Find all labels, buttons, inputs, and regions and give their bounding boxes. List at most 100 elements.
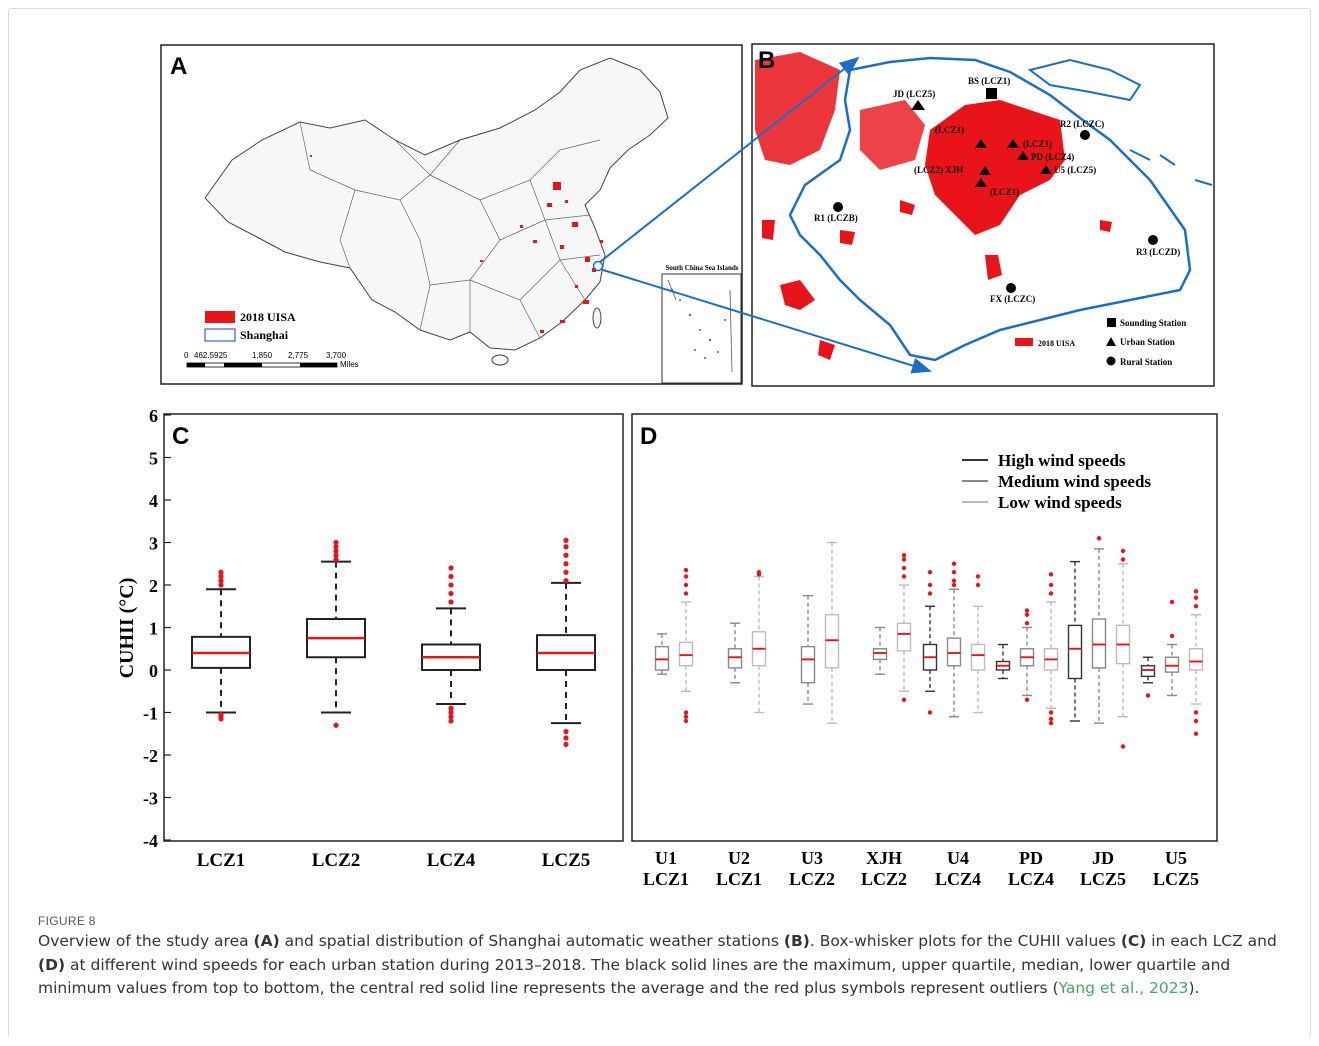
d-medium-4-outlier [951,561,957,566]
d-xtick-label: LCZ2 [861,869,907,889]
c-lcz5-outlier [563,537,569,543]
d-xtick-label: LCZ5 [1153,869,1199,889]
d-xtick-label: LCZ5 [1080,869,1126,889]
d-low-0-outlier [683,582,689,588]
zoom-arrow-bottom [602,269,932,374]
d-medium-6-box [1091,618,1107,669]
c-lcz5-outlier [563,729,569,735]
c-lcz5-outlier [563,735,569,741]
legend-sounding-swatch [1107,318,1116,327]
c-lcz4-outlier [448,573,454,580]
station-fx [1006,283,1016,293]
d-medium-6-outlier [1096,536,1102,541]
d-medium-7-outlier [1169,599,1175,605]
d-xtick-label: U2 [728,848,750,868]
svg-text:1,850: 1,850 [252,351,273,360]
citation-link[interactable]: Yang et al., 2023 [1058,979,1189,997]
panel-c-x-labels: LCZ1 LCZ2 LCZ4 LCZ5 [197,850,591,871]
caption-ref-b: (B) [783,932,810,950]
c-ytick-label: 2 [149,576,158,596]
caption-text-1: Overview of the study area [38,932,254,950]
chongming-island [1027,58,1142,102]
d-low-3-outlier [901,553,907,558]
d-medium-5-outlier [1024,608,1030,613]
c-lcz5-outlier [563,552,569,558]
d-low-0-outlier [683,718,689,724]
legend-rural-label: Rural Station [1120,357,1172,367]
station-r2 [1080,130,1090,140]
c-ytick-label: -4 [143,831,158,851]
d-low-3-outlier [901,565,907,571]
coast-fragments [1129,149,1213,186]
c-lcz4-outlier [448,705,454,711]
shanghai-coastline [788,56,1192,362]
station-pd [1017,151,1029,160]
d-low-0-outlier [683,710,689,715]
d-high-4-outlier [927,710,933,715]
scale-bar: 0 462.5925 1,850 2,775 3,700 Miles [184,351,359,369]
c-ytick-label: 3 [149,534,158,554]
c-lcz4-outlier [448,582,454,588]
legend-rural-swatch [1106,356,1116,366]
d-medium-4-outlier [951,570,957,575]
d-low-7-box [1188,648,1204,671]
c-lcz4-outlier [448,709,454,716]
panel-c-ylabel: CUHII (°C) [116,578,138,679]
d-medium-7-outlier [1169,633,1175,639]
d-low-3-box [896,622,912,652]
d-high-4-outlier [927,591,933,596]
d-low-0-box [678,641,694,667]
station-jd [911,100,925,110]
station-xjh [979,166,991,175]
caption-text-5: at different wind speeds for each urban … [38,955,1231,998]
d-medium-4-outlier [951,582,957,588]
panel-c-frame [163,413,624,842]
c-lcz4-outlier [448,565,454,571]
svg-text:2,775: 2,775 [288,351,309,360]
legend-urban-swatch [1106,337,1116,346]
d-high-4-outlier [927,570,933,575]
d-low-0-outlier [683,574,689,579]
c-ytick-label: 1 [149,619,158,639]
panel-c-y-axis: 6 5 4 3 2 1 0 -1 -2 -3 -4 [143,406,171,851]
caption-text-4: in each LCZ and [1146,932,1277,950]
d-xtick-label: LCZ4 [935,869,981,889]
d-low-6-outlier [1120,557,1126,562]
zoom-arrow-top [599,56,860,263]
d-medium-0-box [654,645,670,671]
panel-d-x-labels: U1LCZ1U2LCZ1U3LCZ2XJHLCZ2U4LCZ4PDLCZ4JDL… [643,848,1199,889]
c-lcz2-outlier [333,548,339,554]
d-medium-2-box [800,645,816,684]
figure-frame [8,8,1311,1038]
d-low-3-outlier [901,697,907,702]
c-lcz1-outlier [218,716,224,722]
d-low-4-box [970,643,986,671]
c-lcz5-outlier [563,741,569,747]
d-medium-5-outlier [1024,697,1030,702]
panel-d-chart: D High wind speeds Medium wind speeds Low … [631,413,1218,889]
d-low-7-outlier [1193,718,1199,724]
station-u4-label: (LCZ1) [990,187,1019,197]
d-xtick-label: U1 [655,848,677,868]
c-lcz4-outlier [448,714,454,720]
d-xtick-label: U5 [1165,848,1187,868]
d-high-4-outlier [927,582,933,588]
panel-b-letter: B [758,47,775,74]
panel-b-map: B BS (LCZ1) JD (LCZ5) R2 (LCZC) R1 (LCZB… [751,43,1215,387]
svg-text:3,700: 3,700 [326,351,347,360]
legend-urban-label: Urban Station [1120,337,1175,347]
c-lcz1-outlier [218,573,224,580]
south-china-sea-inset [661,273,742,384]
figure-label: FIGURE 8 [38,914,96,928]
c-lcz1-outlier [218,578,224,584]
c-ytick-label: 0 [149,661,158,681]
d-low-0-outlier [683,591,689,596]
d-medium-5-outlier [1024,621,1030,626]
panel-d-boxes [654,536,1204,749]
station-r1-label: R1 (LCZB) [814,213,858,223]
station-r2-label: R2 (LCZC) [1060,119,1104,129]
station-fx-label: FX (LCZC) [990,294,1035,304]
d-low-5-outlier [1048,572,1054,577]
province-lines [299,121,601,339]
station-jd-label: JD (LCZ5) [893,89,935,99]
